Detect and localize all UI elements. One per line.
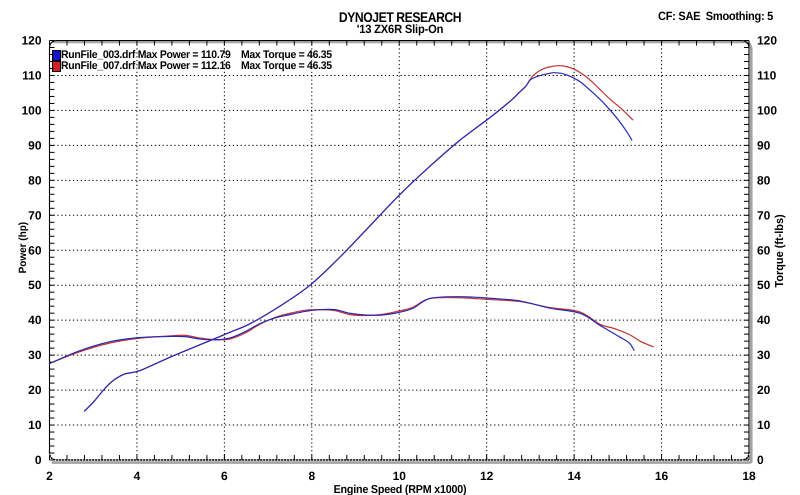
svg-text:12: 12 [480,469,494,483]
svg-text:16: 16 [655,469,669,483]
svg-text:70: 70 [757,208,771,222]
svg-text:2: 2 [46,469,53,483]
svg-text:40: 40 [28,313,42,327]
svg-text:0: 0 [757,453,764,467]
svg-text:100: 100 [757,103,777,117]
svg-text:70: 70 [28,208,42,222]
svg-text:30: 30 [757,348,771,362]
svg-text:50: 50 [28,278,42,292]
svg-text:10: 10 [28,418,42,432]
svg-text:60: 60 [28,243,42,257]
svg-text:80: 80 [757,173,771,187]
svg-text:60: 60 [757,243,771,257]
svg-text:40: 40 [757,313,771,327]
svg-text:6: 6 [221,469,228,483]
svg-text:120: 120 [21,34,41,48]
svg-text:30: 30 [28,348,42,362]
svg-text:10: 10 [393,469,407,483]
svg-text:4: 4 [134,469,141,483]
svg-text:100: 100 [21,103,41,117]
svg-text:20: 20 [757,383,771,397]
svg-text:110: 110 [22,68,42,82]
svg-text:90: 90 [28,138,42,152]
svg-text:18: 18 [742,469,756,483]
svg-text:120: 120 [757,34,777,48]
svg-text:10: 10 [757,418,771,432]
svg-text:50: 50 [757,278,771,292]
svg-text:20: 20 [28,383,42,397]
svg-text:14: 14 [567,469,581,483]
svg-text:110: 110 [757,68,777,82]
svg-text:0: 0 [35,453,42,467]
svg-text:90: 90 [757,138,771,152]
svg-text:80: 80 [28,173,42,187]
svg-text:8: 8 [308,469,315,483]
